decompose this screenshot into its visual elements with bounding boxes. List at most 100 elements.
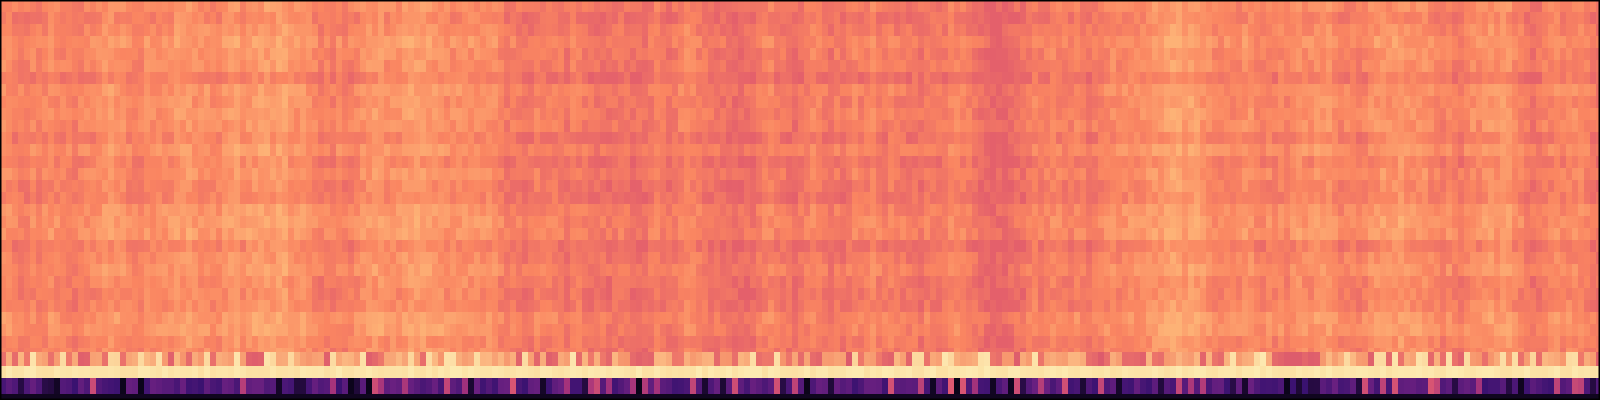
cell [552, 12, 558, 24]
cell [528, 144, 534, 156]
cell [450, 252, 456, 264]
cell [558, 48, 564, 60]
cell [432, 204, 438, 216]
cell [804, 120, 810, 132]
cell [60, 204, 66, 216]
cell [36, 60, 42, 72]
cell [750, 264, 756, 276]
cell [60, 192, 66, 204]
cell [732, 144, 738, 156]
cell [756, 120, 762, 132]
cell [336, 36, 342, 48]
cell [336, 366, 342, 378]
cell [108, 36, 114, 48]
cell [492, 48, 498, 60]
cell [330, 144, 336, 156]
cell [258, 72, 264, 84]
cell [120, 12, 126, 24]
cell [720, 228, 726, 240]
cell [702, 216, 708, 228]
cell [594, 108, 600, 120]
cell [534, 24, 540, 36]
cell [552, 312, 558, 324]
cell [672, 352, 678, 366]
cell [6, 24, 12, 36]
cell [672, 120, 678, 132]
cell [114, 12, 120, 24]
cell [450, 168, 456, 180]
cell [108, 72, 114, 84]
cell [648, 180, 654, 192]
cell [474, 288, 480, 300]
cell [684, 12, 690, 24]
cell [516, 300, 522, 312]
cell [240, 72, 246, 84]
cell [438, 96, 444, 108]
cell [522, 144, 528, 156]
cell [678, 168, 684, 180]
cell [714, 156, 720, 168]
cell [540, 60, 546, 72]
cell [402, 0, 408, 12]
cell [594, 324, 600, 336]
cell [312, 288, 318, 300]
cell [810, 180, 816, 192]
cell [582, 352, 588, 366]
cell [174, 48, 180, 60]
cell [522, 288, 528, 300]
cell [522, 84, 528, 96]
cell [522, 300, 528, 312]
cell [336, 216, 342, 228]
cell [222, 72, 228, 84]
cell [858, 108, 864, 120]
cell [540, 180, 546, 192]
cell [210, 0, 216, 12]
cell [300, 378, 306, 394]
cell [384, 204, 390, 216]
cell [744, 144, 750, 156]
cell [732, 204, 738, 216]
cell [6, 48, 12, 60]
cell [240, 156, 246, 168]
cell [60, 168, 66, 180]
cell [840, 204, 846, 216]
cell [618, 180, 624, 192]
cell [228, 108, 234, 120]
cell [6, 352, 12, 366]
cell [114, 204, 120, 216]
cell [330, 264, 336, 276]
cell [594, 120, 600, 132]
cell [138, 132, 144, 144]
cell [0, 300, 6, 312]
cell [282, 300, 288, 312]
cell [552, 108, 558, 120]
cell [396, 180, 402, 192]
cell [234, 12, 240, 24]
cell [600, 144, 606, 156]
cell [252, 48, 258, 60]
cell [60, 324, 66, 336]
cell [708, 180, 714, 192]
cell [132, 264, 138, 276]
cell [138, 48, 144, 60]
cell [840, 48, 846, 60]
cell [690, 204, 696, 216]
cell [210, 264, 216, 276]
cell [390, 288, 396, 300]
cell [6, 276, 12, 288]
cell [810, 120, 816, 132]
cell [426, 168, 432, 180]
cell [600, 264, 606, 276]
cell [822, 204, 828, 216]
cell [654, 72, 660, 84]
cell [318, 180, 324, 192]
cell [822, 36, 828, 48]
cell [696, 132, 702, 144]
cell [486, 120, 492, 132]
cell [756, 36, 762, 48]
cell [258, 300, 264, 312]
cell [36, 378, 42, 394]
cell [204, 60, 210, 72]
cell [378, 72, 384, 84]
cell [180, 352, 186, 366]
